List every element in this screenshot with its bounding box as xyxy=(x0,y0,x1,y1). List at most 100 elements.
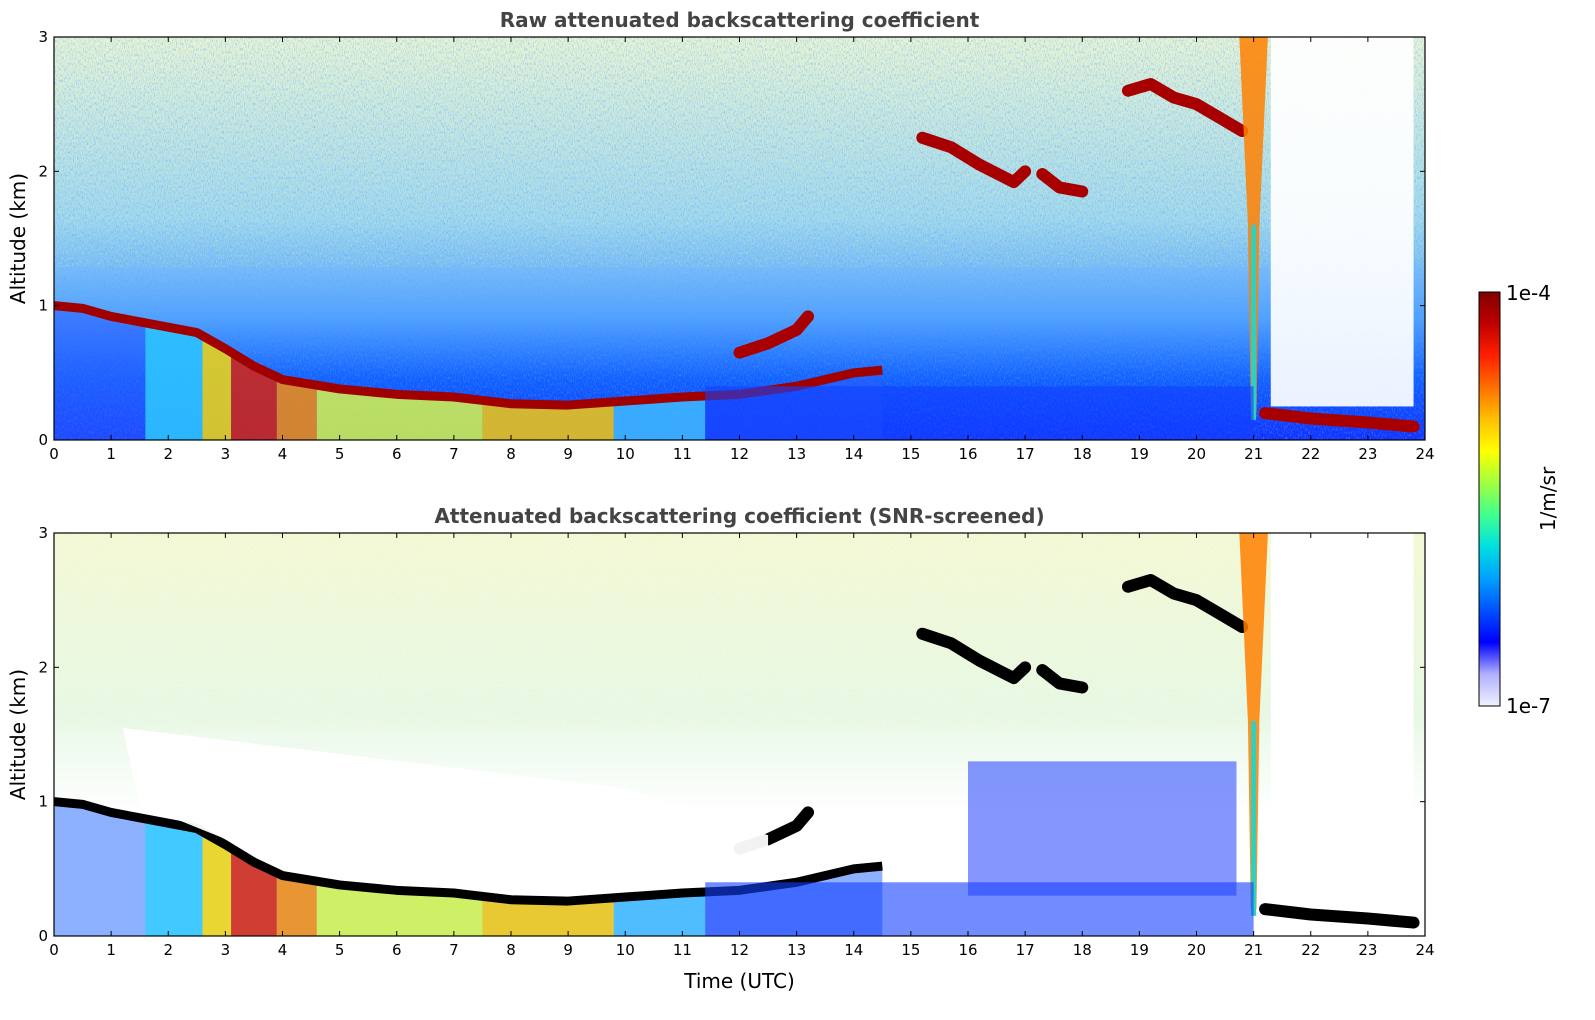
colorbar: 1e-4 1e-7 1/m/sr xyxy=(1478,281,1560,718)
colorbar-max-label: 1e-4 xyxy=(1506,281,1551,305)
aerosol-column xyxy=(202,835,232,936)
aerosol-column xyxy=(276,876,317,936)
x-tick-label: 11 xyxy=(673,445,692,463)
colorbar-gradient xyxy=(1478,291,1501,707)
cloud-layer xyxy=(1259,407,1420,433)
x-tick-label: 4 xyxy=(278,445,288,463)
x-tick-label: 8 xyxy=(506,445,516,463)
x-tick-label: 5 xyxy=(335,445,345,463)
cloud-layer xyxy=(916,131,1032,189)
afternoon-aerosol-band xyxy=(705,386,1254,440)
x-tick-label: 9 xyxy=(563,445,573,463)
x-tick-label: 21 xyxy=(1244,941,1263,959)
colorbar-unit-label: 1/m/sr xyxy=(1536,466,1560,531)
aerosol-column xyxy=(482,900,614,936)
x-tick-label: 24 xyxy=(1415,941,1434,959)
cloud-layer xyxy=(1121,78,1249,138)
noisy-aerosol-region xyxy=(968,761,1237,896)
aerosol-column xyxy=(482,404,614,440)
x-tick-label: 14 xyxy=(844,445,863,463)
clear-sky-region xyxy=(1270,533,1414,903)
snr-chart-title: Attenuated backscattering coefficient (S… xyxy=(434,504,1044,528)
aerosol-column xyxy=(276,380,317,440)
raw-heatmap-noise-upper xyxy=(54,37,1425,267)
x-tick-label: 10 xyxy=(616,941,635,959)
x-tick-label: 12 xyxy=(730,941,749,959)
raw-x-ticks: 0 1 2 3 4 5 6 7 8 9 10 11 12 13 14 15 16 17 18 19 20 21 22 23 24 xyxy=(49,37,1435,463)
x-tick-label: 2 xyxy=(163,445,173,463)
y-tick-label: 3 xyxy=(38,28,48,46)
x-tick-label: 11 xyxy=(673,941,692,959)
x-tick-label: 5 xyxy=(335,941,345,959)
x-axis-label: Time (UTC) xyxy=(683,969,795,993)
cloud-layer xyxy=(1259,903,1420,929)
cloud-layer xyxy=(1036,664,1089,694)
x-tick-label: 0 xyxy=(49,941,59,959)
raw-chart-title: Raw attenuated backscattering coefficien… xyxy=(500,8,980,32)
x-tick-label: 2 xyxy=(163,941,173,959)
y-tick-label: 1 xyxy=(38,297,48,315)
raw-y-axis-label: Altitude (km) xyxy=(6,173,30,304)
x-tick-label: 0 xyxy=(49,445,59,463)
aerosol-column xyxy=(613,399,706,440)
cloud-layer xyxy=(1121,574,1249,634)
x-tick-label: 22 xyxy=(1301,445,1320,463)
y-tick-label: 2 xyxy=(38,658,48,676)
x-tick-label: 13 xyxy=(787,941,806,959)
x-tick-label: 19 xyxy=(1130,445,1149,463)
x-tick-label: 12 xyxy=(730,445,749,463)
x-tick-label: 4 xyxy=(278,941,288,959)
snr-heatmap-noise-upper xyxy=(54,533,1425,733)
x-tick-label: 19 xyxy=(1130,941,1149,959)
x-tick-label: 20 xyxy=(1187,445,1206,463)
y-tick-label: 3 xyxy=(38,524,48,542)
x-tick-label: 8 xyxy=(506,941,516,959)
y-tick-label: 0 xyxy=(38,927,48,945)
x-tick-label: 3 xyxy=(221,445,231,463)
x-tick-label: 1 xyxy=(106,941,116,959)
y-tick-label: 0 xyxy=(38,431,48,449)
aerosol-column xyxy=(231,356,277,440)
snr-heatmap-features xyxy=(54,533,1420,936)
aerosol-column xyxy=(145,822,203,936)
raw-y-ticks: 0 1 2 3 xyxy=(38,28,1425,449)
snr-heatmap xyxy=(54,533,1425,936)
snr-y-ticks: 0 1 2 3 xyxy=(38,524,1425,945)
cloud-layer xyxy=(916,627,1032,685)
x-tick-label: 17 xyxy=(1016,445,1035,463)
x-tick-label: 13 xyxy=(787,445,806,463)
cloud-layer xyxy=(733,310,815,359)
screened-out-region xyxy=(122,727,769,889)
x-tick-label: 1 xyxy=(106,445,116,463)
x-tick-label: 17 xyxy=(1016,941,1035,959)
x-tick-label: 7 xyxy=(449,941,459,959)
aerosol-column xyxy=(231,852,277,936)
aerosol-column xyxy=(316,885,483,936)
x-tick-label: 18 xyxy=(1073,941,1092,959)
x-tick-label: 18 xyxy=(1073,445,1092,463)
x-tick-label: 21 xyxy=(1244,445,1263,463)
clear-sky-region xyxy=(1270,37,1414,407)
raw-heatmap-features xyxy=(54,37,1420,440)
aerosol-column xyxy=(202,339,232,440)
snr-x-ticks: 0 1 2 3 4 5 6 7 8 9 10 11 12 13 14 15 16 17 18 19 20 21 22 23 24 xyxy=(49,533,1435,959)
x-tick-label: 14 xyxy=(844,941,863,959)
cloud-layer xyxy=(1036,168,1089,198)
x-tick-label: 7 xyxy=(449,445,459,463)
y-tick-label: 2 xyxy=(38,162,48,180)
x-tick-label: 6 xyxy=(392,445,402,463)
aerosol-column xyxy=(316,389,483,440)
aerosol-column xyxy=(145,326,203,440)
x-tick-label: 10 xyxy=(616,445,635,463)
x-tick-label: 15 xyxy=(901,445,920,463)
x-tick-label: 22 xyxy=(1301,941,1320,959)
y-tick-label: 1 xyxy=(38,793,48,811)
snr-screened-panel: Attenuated backscattering coefficient (S… xyxy=(6,504,1435,993)
x-tick-label: 16 xyxy=(958,445,977,463)
snr-y-axis-label: Altitude (km) xyxy=(6,669,30,800)
x-tick-label: 23 xyxy=(1358,445,1377,463)
colorbar-min-label: 1e-7 xyxy=(1506,694,1551,718)
x-tick-label: 6 xyxy=(392,941,402,959)
x-tick-label: 3 xyxy=(221,941,231,959)
